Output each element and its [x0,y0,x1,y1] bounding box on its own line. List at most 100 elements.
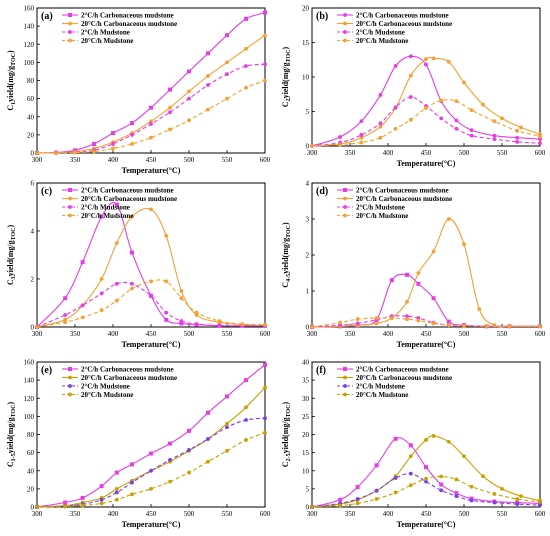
y-tick-label: 140 [24,23,35,31]
data-point [63,313,68,317]
legend-swatch-marker [343,367,347,371]
data-point [244,378,248,383]
chart-panel-0: 0 20 40 60 80 100 120 140 160 300 350 400 450 500 550 6… [6,5,271,176]
data-point [405,299,409,304]
y-tick-label: 15 [302,449,310,457]
y-axis-label: C2-5yield(mg/gTOC) [281,401,292,467]
x-tick-label: 350 [70,510,81,518]
data-point [164,317,169,322]
y-tick-label: 5 [306,485,310,493]
y-tick-label: 5 [306,108,310,116]
plot-frame [311,361,541,508]
data-point [168,441,172,446]
data-point [500,486,504,491]
data-point [446,59,451,64]
data-point [244,418,248,422]
data-point [130,132,134,137]
data-point [80,315,85,320]
data-point [492,492,497,496]
data-point [149,486,153,491]
data-point [416,318,421,323]
x-axis-label: Temperature(°C) [122,166,181,175]
x-tick-label: 350 [70,330,81,338]
x-tick-label: 350 [345,149,356,157]
x-tick-label: 350 [345,510,356,518]
data-point [405,272,409,277]
data-point [114,470,119,475]
y-label-close: ) [6,401,15,404]
data-point [481,102,485,107]
y-tick-label: 6 [31,180,35,188]
data-point [492,133,497,138]
data-point [206,51,210,56]
x-tick-label: 300 [32,156,43,164]
legend-swatch-marker [68,367,72,371]
y-tick-label: 0 [31,504,35,512]
legend-entry: 20°C/h Carbonaceous mudstone [356,195,452,203]
data-point [393,64,398,68]
legend-swatch-marker [343,196,347,201]
data-point [446,439,451,444]
y-axis-label: C3yield(mg/gTOC) [6,224,17,285]
data-point [359,133,364,137]
data-point [374,488,379,493]
y-label-subscript: 3 [11,276,17,279]
x-tick-label: 600 [535,330,546,338]
legend-swatch-marker [343,21,347,26]
y-tick-label: 60 [27,95,35,103]
chart-panel-1: 0 5 10 15 20 300 350 400 450 500 550 600 Temperature… [281,5,546,169]
plot-frame [311,7,541,147]
x-tick-label: 500 [459,510,470,518]
y-label-close: ) [6,224,15,227]
chart-panel-5: 0 5 10 15 20 25 30 35 40 300 350 400 450 500 550 600 Tem… [281,359,546,530]
x-axis-label: Temperature(°C) [397,159,456,168]
data-point [424,479,428,484]
y-tick-label: 10 [302,467,310,475]
x-tick-label: 450 [421,330,432,338]
x-tick-label: 300 [32,510,43,518]
data-point [538,137,542,142]
data-point [538,141,542,146]
data-point [263,10,267,15]
y-label-rest: yield(mg/g [281,417,290,453]
data-point [244,16,248,21]
data-point [99,501,104,506]
data-point [114,281,119,286]
legend-swatch-marker [343,392,347,397]
x-axis-label: Temperature(°C) [122,520,181,529]
data-point [206,437,210,441]
y-tick-label: 160 [24,359,35,367]
data-point [515,135,520,140]
data-point [99,214,104,219]
data-point [99,291,104,296]
data-point [187,89,191,94]
y-tick-label: 40 [302,359,310,367]
data-point [408,471,413,476]
data-point [114,497,119,502]
y-tick-label: 40 [27,467,35,475]
data-point [416,281,421,286]
y-axis-label: C1-5yield(mg/gTOC) [6,401,17,467]
legend-entry: 20°C/h Carbonaceous mudstone [356,20,452,28]
data-point [408,483,413,488]
data-point [263,78,267,83]
data-point [99,484,104,489]
data-point [168,479,172,484]
data-point [424,438,428,442]
data-point [187,69,191,74]
y-label-main: C [281,461,290,467]
data-point [80,503,85,508]
y-tick-label: 25 [302,413,310,421]
data-point [263,430,267,435]
x-tick-label: 400 [108,510,119,518]
x-tick-label: 300 [307,330,318,338]
legend-entry: 20°C/h Mudstone [81,391,133,399]
data-point [492,500,497,505]
data-point [454,491,459,496]
data-point [225,394,229,399]
data-point [359,140,364,145]
data-point [355,501,360,506]
legend-entry: 20°C/h Carbonaceous mudstone [81,20,177,28]
data-point [389,278,394,283]
